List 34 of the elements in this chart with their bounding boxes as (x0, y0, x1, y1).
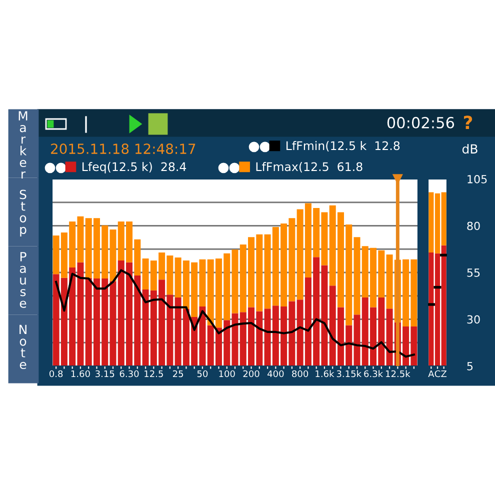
x-tick-label: 1.6k (316, 370, 334, 378)
text: Pause (20, 252, 26, 308)
x-tick-label: 25 (172, 370, 184, 378)
text: dB (462, 144, 478, 154)
x-tick-label: 6.30 (120, 370, 139, 378)
y-tick-label: 5 (467, 362, 473, 370)
x-tick-label: 400 (267, 370, 284, 378)
x-tick-label: 3.15 (96, 370, 114, 378)
x-tick-label: 12.5 (144, 370, 163, 378)
text: Marker (18, 111, 28, 179)
x-tick-label: 12.5k (386, 370, 410, 378)
x-tick-label: 800 (292, 370, 308, 378)
x-tick-label: 200 (243, 370, 260, 378)
text: Note (20, 324, 26, 370)
legend-label: LfFmin(12.5 k 12.8 (286, 141, 400, 152)
x-tick-label: 100 (219, 370, 235, 378)
y-tick-label: 105 (468, 174, 487, 184)
x-tick-label: 3.15k (336, 370, 362, 378)
x-tick-label: Z (441, 370, 447, 378)
legend-label: LfFmax(12.5 61.8 (256, 162, 362, 173)
y-tick-label: 30 (467, 315, 480, 324)
x-tick-label: 6.3k (364, 370, 384, 378)
x-tick-label: 50 (197, 370, 208, 378)
y-tick-label: 55 (467, 268, 480, 277)
text: Stop (20, 190, 26, 236)
x-tick-label: 0.8 (49, 370, 63, 378)
y-tick-label: 80 (467, 222, 480, 230)
x-tick-label: C (434, 370, 440, 378)
text: ? (464, 116, 472, 129)
legend-label: Lfeq(12.5 k) 28.4 (82, 162, 186, 174)
x-tick-label: A (428, 370, 434, 378)
x-tick-label: 1.60 (71, 370, 90, 378)
text: 2015.11.18 12:48:17 (51, 144, 196, 154)
text: 00:02:56 (387, 116, 454, 128)
